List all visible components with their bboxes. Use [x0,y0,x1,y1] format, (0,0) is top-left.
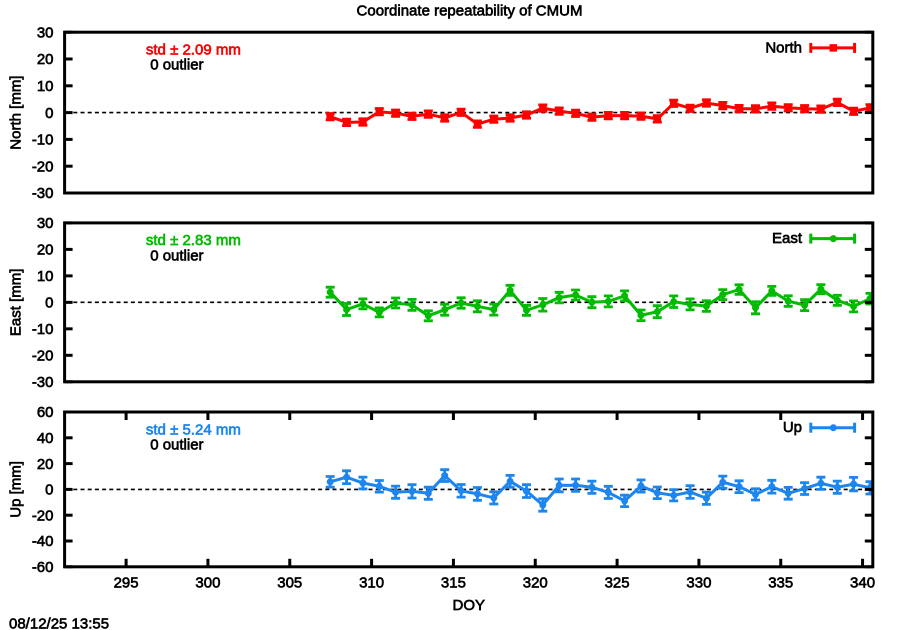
svg-text:-30: -30 [32,185,54,202]
svg-text:std ± 5.24 mm: std ± 5.24 mm [146,421,241,438]
svg-text:0 outlier: 0 outlier [150,437,203,454]
svg-text:0: 0 [45,482,53,499]
svg-text:325: 325 [605,575,630,592]
svg-text:East [mm]: East [mm] [8,269,25,337]
svg-text:340: 340 [850,575,875,592]
svg-text:-30: -30 [32,374,54,391]
svg-text:0 outlier: 0 outlier [150,57,203,74]
svg-text:08/12/25 13:55: 08/12/25 13:55 [9,616,109,630]
svg-text:330: 330 [686,575,711,592]
svg-text:Coordinate repeatability of CM: Coordinate repeatability of CMUM [357,2,583,19]
svg-text:DOY: DOY [453,597,486,614]
svg-text:30: 30 [37,24,54,41]
svg-text:0: 0 [45,295,53,312]
svg-text:10: 10 [37,268,54,285]
svg-text:10: 10 [37,78,54,95]
svg-text:20: 20 [37,456,54,473]
svg-text:300: 300 [195,575,220,592]
svg-text:Up [mm]: Up [mm] [8,461,25,518]
svg-text:0: 0 [45,105,53,122]
svg-text:-60: -60 [32,559,54,576]
svg-text:20: 20 [37,51,54,68]
svg-text:20: 20 [37,242,54,259]
svg-text:-20: -20 [32,507,54,524]
svg-text:Up: Up [783,419,802,436]
svg-text:40: 40 [37,430,54,447]
svg-text:295: 295 [114,575,139,592]
svg-text:320: 320 [523,575,548,592]
svg-text:315: 315 [441,575,466,592]
svg-text:60: 60 [37,404,54,421]
svg-text:335: 335 [768,575,793,592]
svg-text:-20: -20 [32,158,54,175]
svg-text:310: 310 [359,575,384,592]
svg-text:-10: -10 [32,132,54,149]
svg-text:std ± 2.09 mm: std ± 2.09 mm [146,42,241,59]
svg-text:North [mm]: North [mm] [8,76,25,150]
svg-text:-10: -10 [32,321,54,338]
svg-text:-40: -40 [32,533,54,550]
svg-text:30: 30 [37,215,54,232]
svg-text:-20: -20 [32,348,54,365]
svg-text:North: North [765,39,802,56]
svg-text:305: 305 [277,575,302,592]
svg-text:East: East [772,230,803,247]
svg-text:0 outlier: 0 outlier [150,247,203,264]
svg-text:std ± 2.83 mm: std ± 2.83 mm [146,232,241,249]
